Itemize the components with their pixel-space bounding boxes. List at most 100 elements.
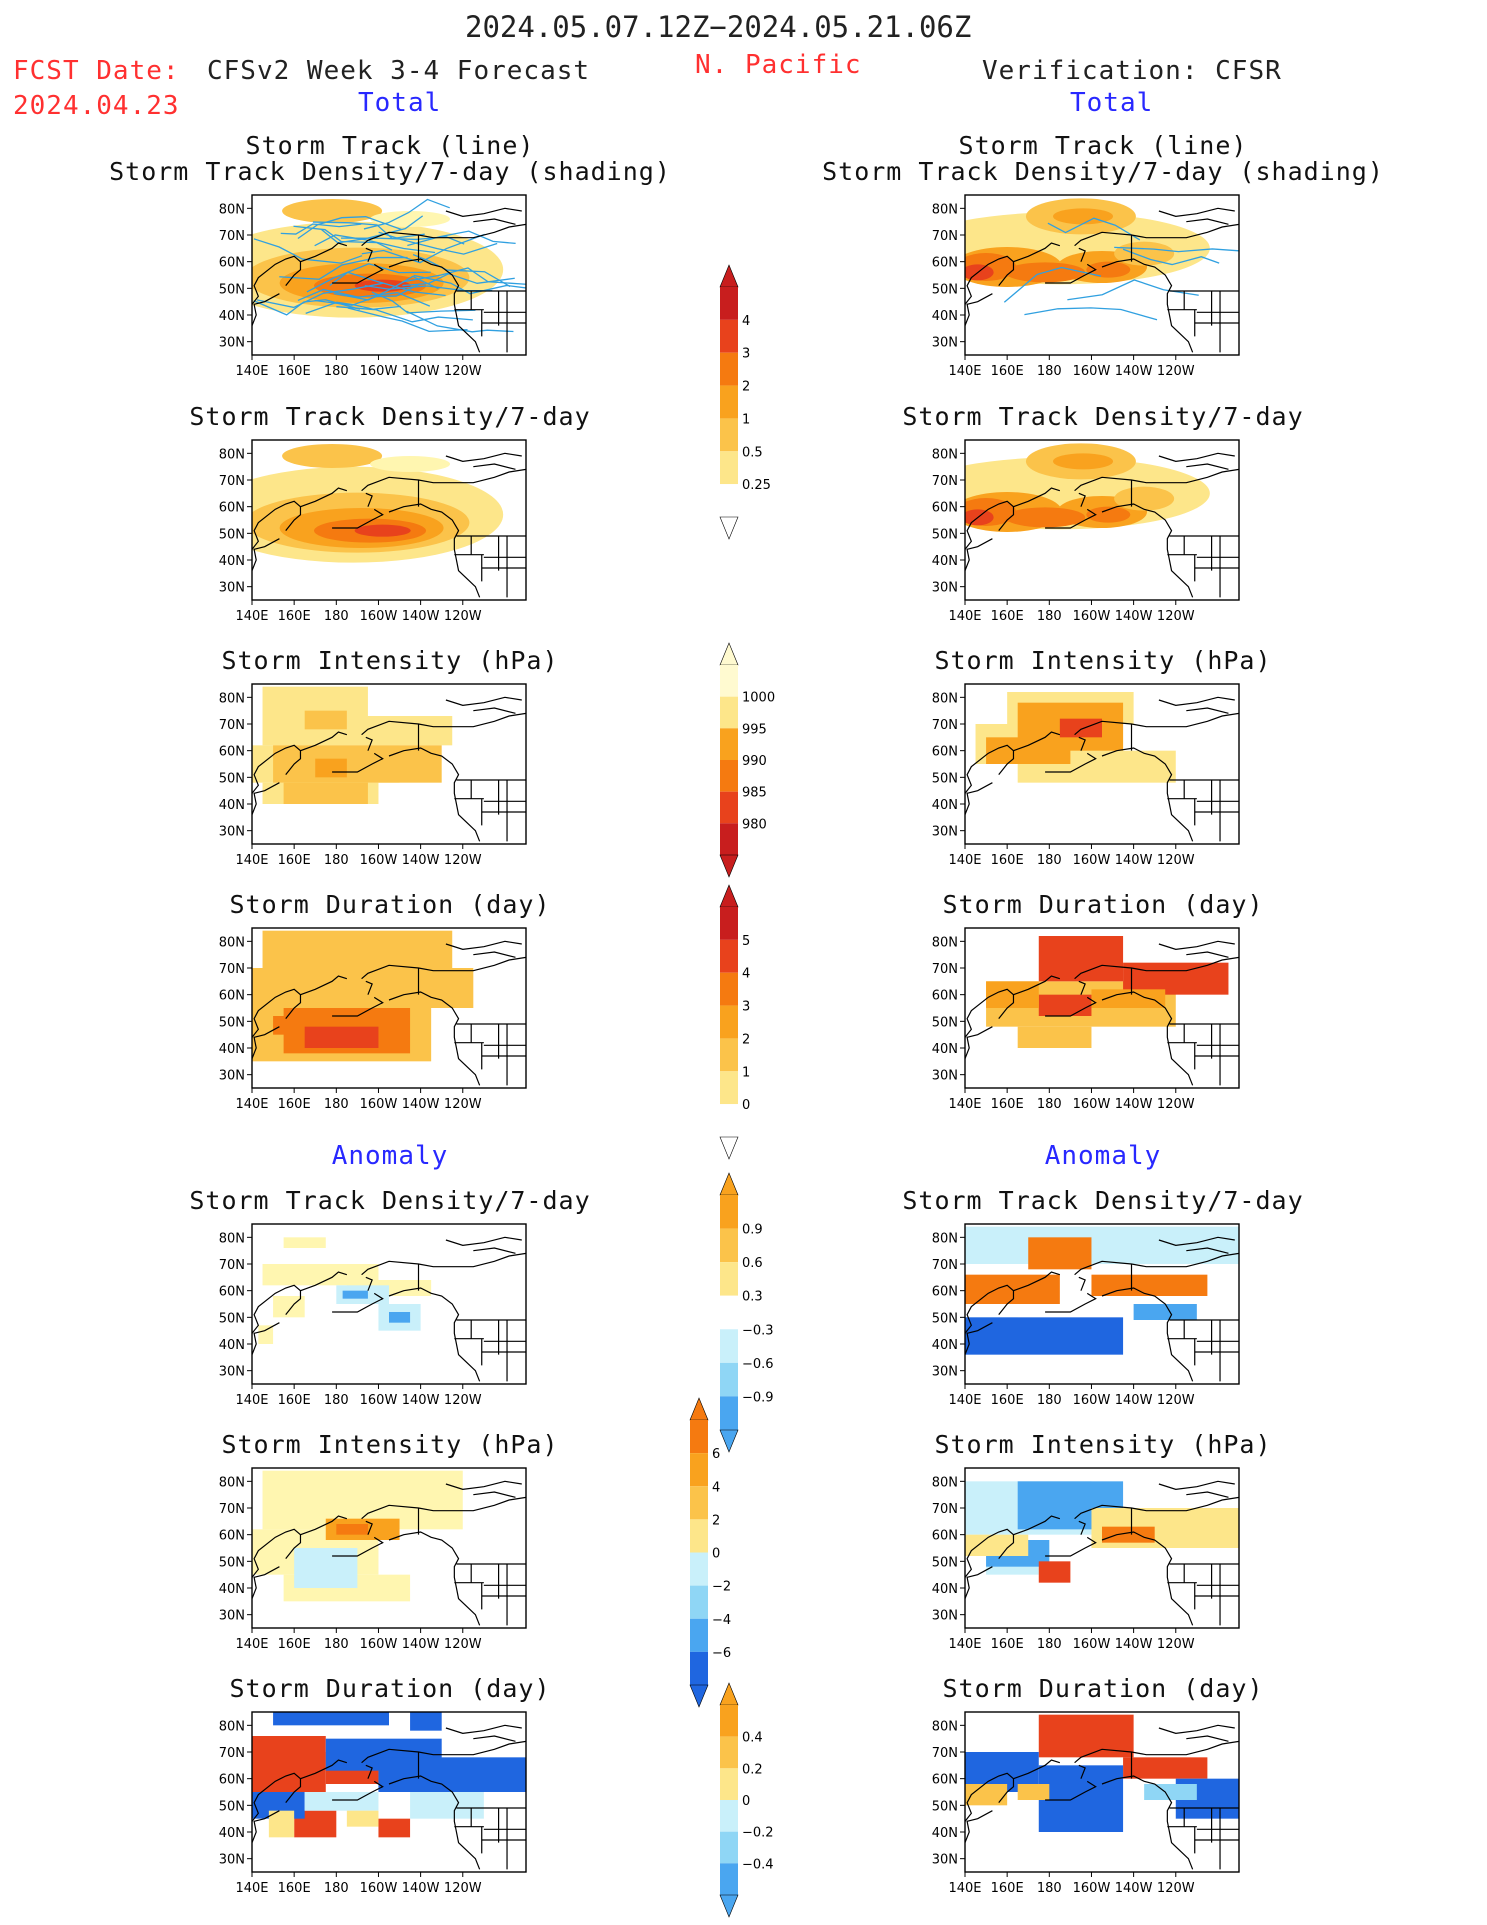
colorbar-label: 2 xyxy=(742,380,750,395)
lat-tick-label: 60N xyxy=(219,1285,245,1300)
lat-tick-label: 40N xyxy=(932,1042,958,1057)
left-duration-title: Storm Duration (day) xyxy=(70,890,710,919)
lon-tick-label: 160E xyxy=(278,1637,311,1652)
colorbar-label: 0 xyxy=(742,1098,750,1113)
lon-tick-label: 140E xyxy=(948,609,981,624)
lat-tick-label: 70N xyxy=(932,1502,958,1517)
lon-tick-label: 120W xyxy=(444,609,482,624)
lat-tick-label: 50N xyxy=(932,1555,958,1570)
colorbar-label: 995 xyxy=(742,722,767,737)
lon-tick-label: 140W xyxy=(1115,1637,1153,1652)
colorbar-label: −6 xyxy=(712,1646,731,1661)
lon-tick-label: 120W xyxy=(444,364,482,379)
lat-tick-label: 30N xyxy=(219,581,245,596)
lat-tick-label: 60N xyxy=(219,1773,245,1788)
lon-tick-label: 160W xyxy=(1073,853,1111,868)
lon-tick-label: 180 xyxy=(1037,1881,1062,1896)
lon-tick-label: 160W xyxy=(1073,1637,1111,1652)
lat-tick-label: 60N xyxy=(219,501,245,516)
lat-tick-label: 80N xyxy=(219,1231,245,1246)
lat-tick-label: 50N xyxy=(932,527,958,542)
lon-tick-label: 160E xyxy=(991,609,1024,624)
left-total-label: Total xyxy=(358,88,441,118)
left-intensity-title: Storm Intensity (hPa) xyxy=(70,646,710,675)
colorbar-label: 3 xyxy=(742,1000,750,1015)
lat-tick-label: 30N xyxy=(219,1069,245,1084)
colorbar-label: 1 xyxy=(742,412,750,427)
colorbar-label: 0.6 xyxy=(742,1256,763,1271)
colorbar-label: −0.2 xyxy=(742,1826,774,1841)
lon-tick-label: 140W xyxy=(1115,1393,1153,1408)
lat-tick-label: 70N xyxy=(219,718,245,733)
lon-tick-label: 160W xyxy=(1073,1881,1111,1896)
lon-tick-label: 180 xyxy=(1037,1637,1062,1652)
lat-tick-label: 30N xyxy=(219,825,245,840)
right-density-map: 140E 160E 180 160W 140W 120W80N70N60N50N40N30… xyxy=(913,437,1243,627)
colorbar-label: −2 xyxy=(712,1580,731,1595)
lon-tick-label: 140W xyxy=(402,364,440,379)
lat-tick-label: 40N xyxy=(219,798,245,813)
lat-tick-label: 70N xyxy=(219,1502,245,1517)
lon-tick-label: 160W xyxy=(360,364,398,379)
lat-tick-label: 80N xyxy=(219,202,245,217)
lon-tick-label: 120W xyxy=(1157,609,1195,624)
lat-tick-label: 50N xyxy=(219,1799,245,1814)
lat-tick-label: 30N xyxy=(932,336,958,351)
lat-tick-label: 30N xyxy=(932,1853,958,1868)
lon-tick-label: 120W xyxy=(1157,853,1195,868)
lon-tick-label: 180 xyxy=(1037,609,1062,624)
lat-tick-label: 30N xyxy=(932,581,958,596)
right-intensity-title: Storm Intensity (hPa) xyxy=(783,646,1423,675)
left-density-anom-title: Storm Track Density/7-day xyxy=(70,1186,710,1215)
lat-tick-label: 70N xyxy=(932,718,958,733)
lon-tick-label: 180 xyxy=(1037,364,1062,379)
colorbar-label: 4 xyxy=(742,314,750,329)
colorbar-label: 985 xyxy=(742,786,767,801)
colorbar-label: 0 xyxy=(742,1794,750,1809)
colorbar-label: 0.5 xyxy=(742,445,763,460)
lon-tick-label: 160E xyxy=(991,1881,1024,1896)
lon-tick-label: 180 xyxy=(324,1097,349,1112)
lon-tick-label: 160W xyxy=(1073,364,1111,379)
lat-tick-label: 40N xyxy=(219,1042,245,1057)
lat-tick-label: 70N xyxy=(219,474,245,489)
lat-tick-label: 50N xyxy=(219,527,245,542)
lon-tick-label: 140E xyxy=(948,1393,981,1408)
lat-tick-label: 80N xyxy=(932,935,958,950)
right-total-label: Total xyxy=(1070,88,1153,118)
lat-tick-label: 50N xyxy=(932,771,958,786)
lon-tick-label: 140W xyxy=(1115,1097,1153,1112)
lat-tick-label: 30N xyxy=(219,336,245,351)
lat-tick-label: 50N xyxy=(219,1015,245,1030)
colorbar-label: −0.4 xyxy=(742,1857,774,1872)
lon-tick-label: 140W xyxy=(402,1637,440,1652)
lat-tick-label: 80N xyxy=(219,1475,245,1490)
lon-tick-label: 120W xyxy=(444,853,482,868)
left-intensity-anom-title: Storm Intensity (hPa) xyxy=(70,1430,710,1459)
lat-tick-label: 80N xyxy=(219,447,245,462)
lat-tick-label: 80N xyxy=(932,1719,958,1734)
lat-tick-label: 60N xyxy=(219,256,245,271)
left-anomaly-label: Anomaly xyxy=(70,1141,710,1171)
fcst-date-label: FCST Date: xyxy=(13,56,180,86)
lon-tick-label: 120W xyxy=(1157,364,1195,379)
lon-tick-label: 140E xyxy=(235,1393,268,1408)
lon-tick-label: 140W xyxy=(1115,1881,1153,1896)
lon-tick-label: 140E xyxy=(948,364,981,379)
lat-tick-label: 60N xyxy=(219,745,245,760)
lon-tick-label: 160E xyxy=(278,1393,311,1408)
lat-tick-label: 60N xyxy=(932,745,958,760)
right-duration-anom-map: 140E 160E 180 160W 140W 120W80N70N60N50N40N30… xyxy=(913,1709,1243,1899)
lon-tick-label: 180 xyxy=(1037,853,1062,868)
lat-tick-label: 60N xyxy=(932,256,958,271)
colorbar-label: −0.3 xyxy=(742,1323,774,1338)
right-intensity-map: 140E 160E 180 160W 140W 120W80N70N60N50N40N30… xyxy=(913,681,1243,871)
lon-tick-label: 140E xyxy=(948,1881,981,1896)
lon-tick-label: 160W xyxy=(360,1097,398,1112)
colorbar-label: 980 xyxy=(742,817,767,832)
colorbar-label: 0.25 xyxy=(742,478,771,493)
intensity-anom-colorbar: 6 4 2 0 −2 −4 −6 xyxy=(682,1395,772,1710)
left-density-map: 140E 160E 180 160W 140W 120W 80N 70N 60N 50N 40N 30… xyxy=(200,437,530,627)
left-intensity-anom-map: 140E 160E 180 160W 140W 120W80N70N60N50N40N30… xyxy=(200,1465,530,1655)
lon-tick-label: 160E xyxy=(278,364,311,379)
